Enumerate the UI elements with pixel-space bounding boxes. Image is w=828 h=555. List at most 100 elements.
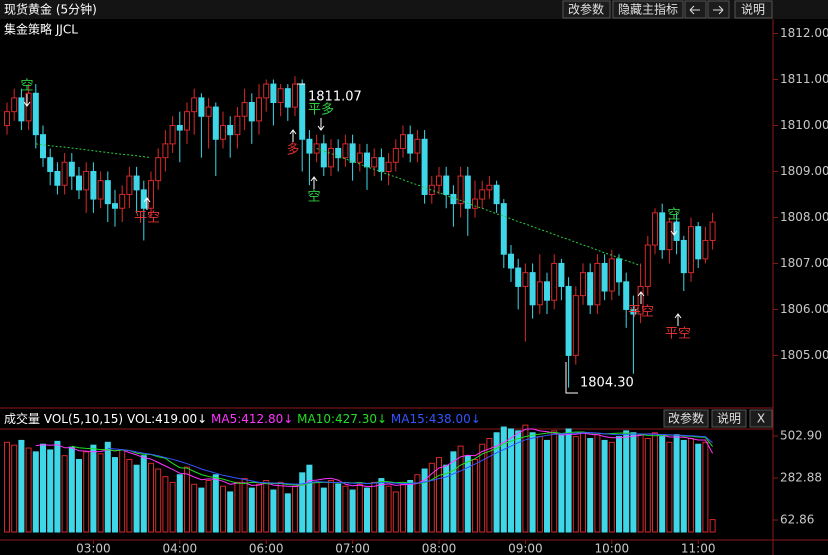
arrow-button[interactable] [707, 0, 730, 19]
volume-bar [68, 446, 75, 533]
candle-body [652, 212, 658, 246]
volume-bar [688, 437, 694, 533]
candle-body [90, 170, 97, 200]
volume-bar [558, 434, 565, 533]
volume-bar [205, 479, 212, 533]
volume-bar [400, 483, 406, 533]
candle-body [544, 281, 550, 301]
button-label: 隐藏主指标 [618, 2, 678, 17]
volume-bar [680, 439, 687, 533]
candle-body [580, 272, 586, 297]
candle-body [61, 161, 68, 186]
candle-body [126, 175, 133, 195]
annotation: 平空 [665, 327, 691, 342]
volume-bar [623, 430, 630, 533]
candle-body [688, 226, 694, 274]
button-frame [749, 409, 773, 428]
volume-bar [644, 437, 651, 533]
y-tick-label: 1806.00 [780, 302, 828, 316]
volume-bar [11, 444, 18, 533]
candle-body [565, 285, 572, 356]
candle-body [270, 83, 277, 103]
candle-body [198, 97, 205, 117]
button-frame [612, 0, 684, 19]
button[interactable]: 说明 [734, 0, 773, 19]
candle-body [47, 157, 54, 172]
y-tick-label: 282.88 [780, 471, 822, 485]
signal-arrow [23, 94, 31, 107]
button-label: 说明 [741, 2, 765, 17]
candle-body [140, 189, 147, 209]
legend-entry: MA10:427.30↓ [297, 412, 387, 426]
annotation: 平空 [134, 211, 160, 226]
volume-bar [508, 428, 514, 533]
volume-bar [630, 432, 637, 533]
volume-bar [666, 441, 673, 533]
candle-body [421, 138, 428, 195]
candle-body [18, 97, 25, 122]
button[interactable]: 改参数 [562, 0, 611, 19]
button-label: X [757, 412, 765, 426]
volume-bar [364, 487, 370, 533]
volume-bar [104, 441, 111, 533]
candle-body [212, 106, 219, 140]
button-frame [734, 0, 773, 19]
ma-line [107, 432, 713, 485]
candle-body [616, 258, 622, 283]
button-label: 改参数 [668, 411, 704, 426]
volume-bar [472, 458, 478, 533]
volume-bar [587, 437, 594, 533]
candle-body [342, 143, 349, 159]
candle-body [529, 272, 536, 306]
signal-arrow [317, 118, 325, 131]
volume-bar [608, 441, 615, 533]
button-label: 说明 [717, 411, 741, 426]
x-tick-label: 11:00 [681, 542, 716, 555]
candle-body [659, 212, 666, 251]
candle-body [306, 138, 313, 154]
volume-bar [594, 434, 601, 533]
annotation: 1804.30 [580, 376, 634, 391]
candle-body [608, 258, 615, 292]
volume-bar [162, 476, 169, 533]
volume-bar [184, 466, 190, 533]
signal-arrow [637, 291, 645, 304]
candle-body [522, 272, 529, 287]
y-tick-label: 1805.00 [780, 348, 828, 362]
volume-bar [119, 449, 126, 533]
y-tick-label: 1812.00 [780, 26, 828, 40]
volume-bar [248, 487, 255, 533]
volume-bar [155, 468, 162, 533]
volume-bar [580, 432, 586, 533]
volume-bar [61, 455, 68, 533]
volume-bar [313, 481, 320, 533]
signal-arrow [143, 197, 151, 210]
volume-bar [277, 481, 284, 533]
button[interactable]: 说明 [711, 409, 747, 428]
candle-body [695, 226, 702, 260]
volume-bar [263, 479, 270, 533]
candle-body [248, 101, 255, 122]
volume-bar [220, 485, 226, 533]
button[interactable]: X [749, 409, 773, 428]
candle-body [623, 281, 630, 310]
volume-bar [227, 491, 234, 533]
candle-body [479, 189, 486, 200]
candle-body [68, 161, 75, 177]
candle-body [680, 239, 687, 274]
arrow-button[interactable] [684, 0, 707, 19]
candle-body [184, 111, 190, 131]
candle-body [666, 221, 673, 251]
candle-body [472, 198, 478, 209]
candle-body [443, 175, 450, 195]
volume-bar [335, 483, 342, 533]
volume-bar [709, 519, 716, 533]
candle-body [364, 152, 370, 168]
button[interactable]: 隐藏主指标 [612, 0, 684, 19]
volume-bar [112, 457, 118, 533]
button-label: 改参数 [568, 2, 604, 17]
volume-bar [479, 443, 486, 533]
volume-bar [371, 481, 378, 533]
candle-body [220, 124, 226, 140]
button[interactable]: 改参数 [663, 409, 709, 428]
